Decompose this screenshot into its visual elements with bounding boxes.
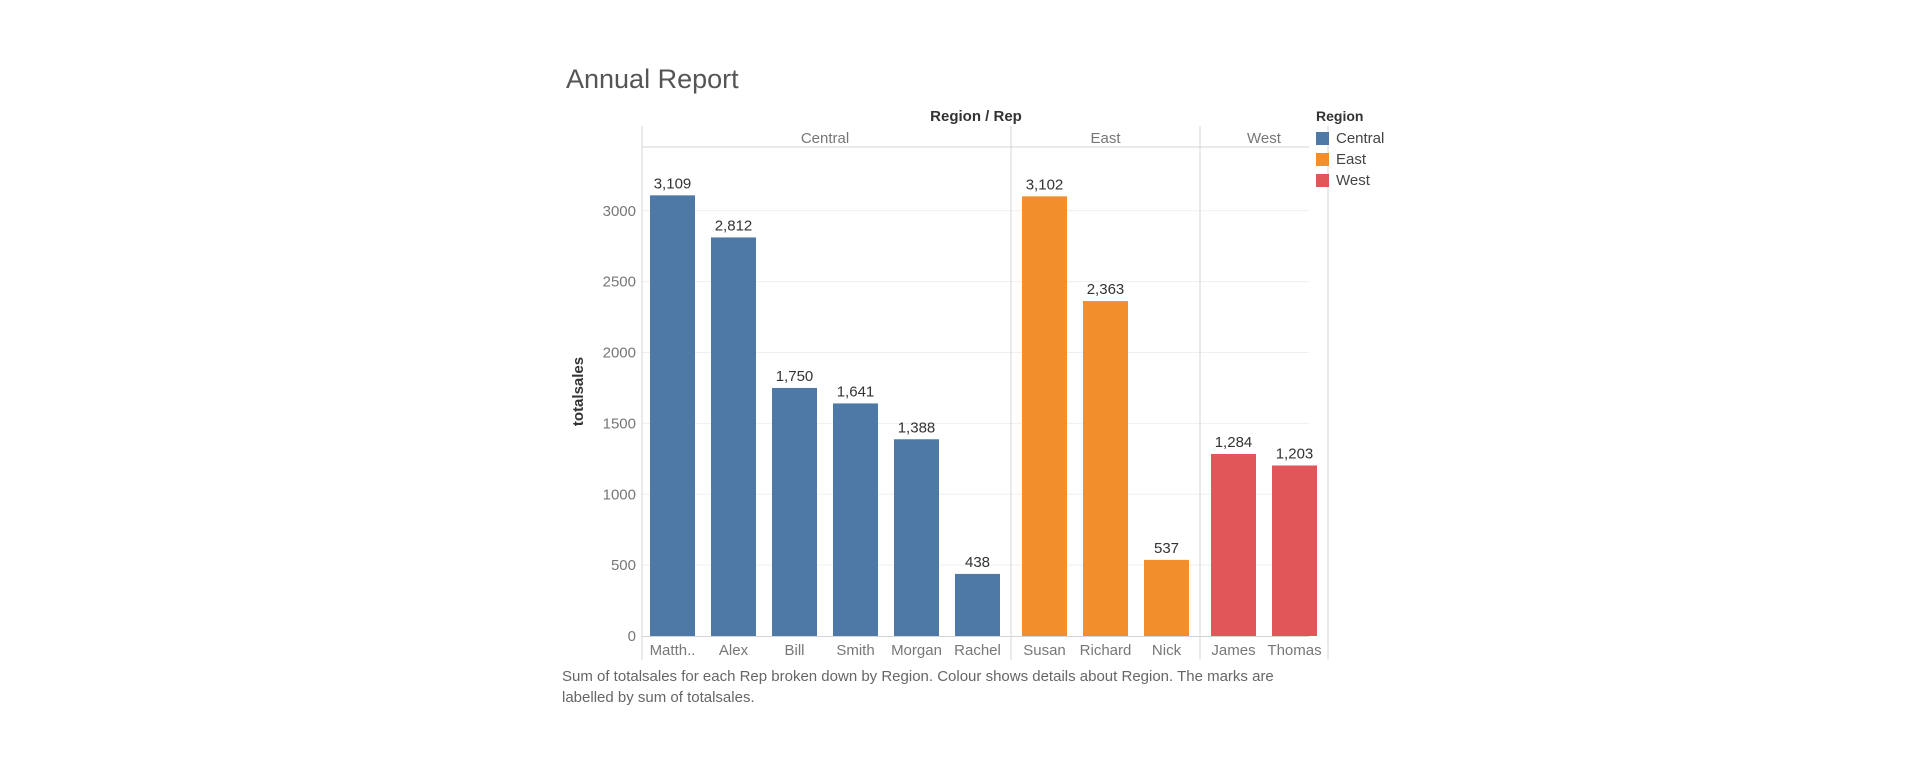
data-label: 2,812 [715, 217, 753, 234]
legend-swatch-central [1316, 132, 1329, 145]
y-tick-label: 2500 [603, 274, 636, 291]
bar [772, 387, 817, 636]
legend-label-east: East [1336, 151, 1367, 168]
x-tick-label: Morgan [891, 642, 942, 659]
y-tick-label: 3000 [603, 203, 636, 220]
legend: Region Central East West [1316, 108, 1384, 191]
chart-caption: Sum of totalsales for each Rep broken do… [562, 668, 1274, 706]
legend-swatch-east [1316, 153, 1329, 166]
bar [1083, 301, 1128, 636]
y-tick-label: 0 [628, 628, 636, 645]
bar [650, 195, 695, 636]
x-tick-label: James [1211, 642, 1255, 659]
bar [894, 439, 939, 636]
x-tick-label: Susan [1023, 642, 1066, 659]
region-header-central: Central [801, 130, 849, 147]
x-tick-label: Richard [1080, 642, 1132, 659]
bar [1272, 465, 1317, 636]
data-label: 438 [965, 554, 990, 571]
bar [1022, 196, 1067, 637]
chart-title: Annual Report [566, 64, 739, 94]
bar [1144, 559, 1189, 636]
x-tick-label: Alex [719, 642, 749, 659]
x-tick-label: Nick [1152, 642, 1182, 659]
data-label: 3,102 [1026, 176, 1064, 193]
bar [833, 403, 878, 636]
y-tick-label: 2000 [603, 345, 636, 362]
y-tick-label: 500 [611, 557, 636, 574]
legend-label-central: Central [1336, 130, 1385, 147]
region-header-west: West [1247, 130, 1282, 147]
bar [711, 237, 756, 636]
region-header-east: East [1090, 130, 1121, 147]
data-label: 2,363 [1087, 281, 1125, 298]
y-tick-label: 1500 [603, 415, 636, 432]
column-header: Region / Rep [930, 108, 1022, 125]
legend-title: Region [1316, 108, 1364, 124]
data-label: 3,109 [654, 175, 692, 192]
legend-swatch-west [1316, 174, 1329, 187]
x-tick-label: Matth.. [650, 642, 696, 659]
bar [955, 573, 1000, 636]
legend-item-central[interactable]: Central [1316, 128, 1384, 149]
x-tick-label: Smith [836, 642, 874, 659]
y-tick-label: 1000 [603, 486, 636, 503]
legend-item-east[interactable]: East [1316, 149, 1384, 170]
data-label: 1,388 [898, 419, 936, 436]
data-label: 1,284 [1215, 434, 1253, 451]
x-tick-label: Rachel [954, 642, 1001, 659]
legend-label-west: West [1336, 172, 1370, 189]
x-tick-label: Thomas [1267, 642, 1321, 659]
y-axis-label: totalsales [570, 357, 587, 426]
data-label: 1,203 [1276, 445, 1314, 462]
data-label: 537 [1154, 540, 1179, 557]
bar [1211, 454, 1256, 636]
data-label: 1,750 [776, 368, 814, 385]
legend-item-west[interactable]: West [1316, 170, 1384, 191]
data-label: 1,641 [837, 383, 875, 400]
x-tick-label: Bill [784, 642, 804, 659]
